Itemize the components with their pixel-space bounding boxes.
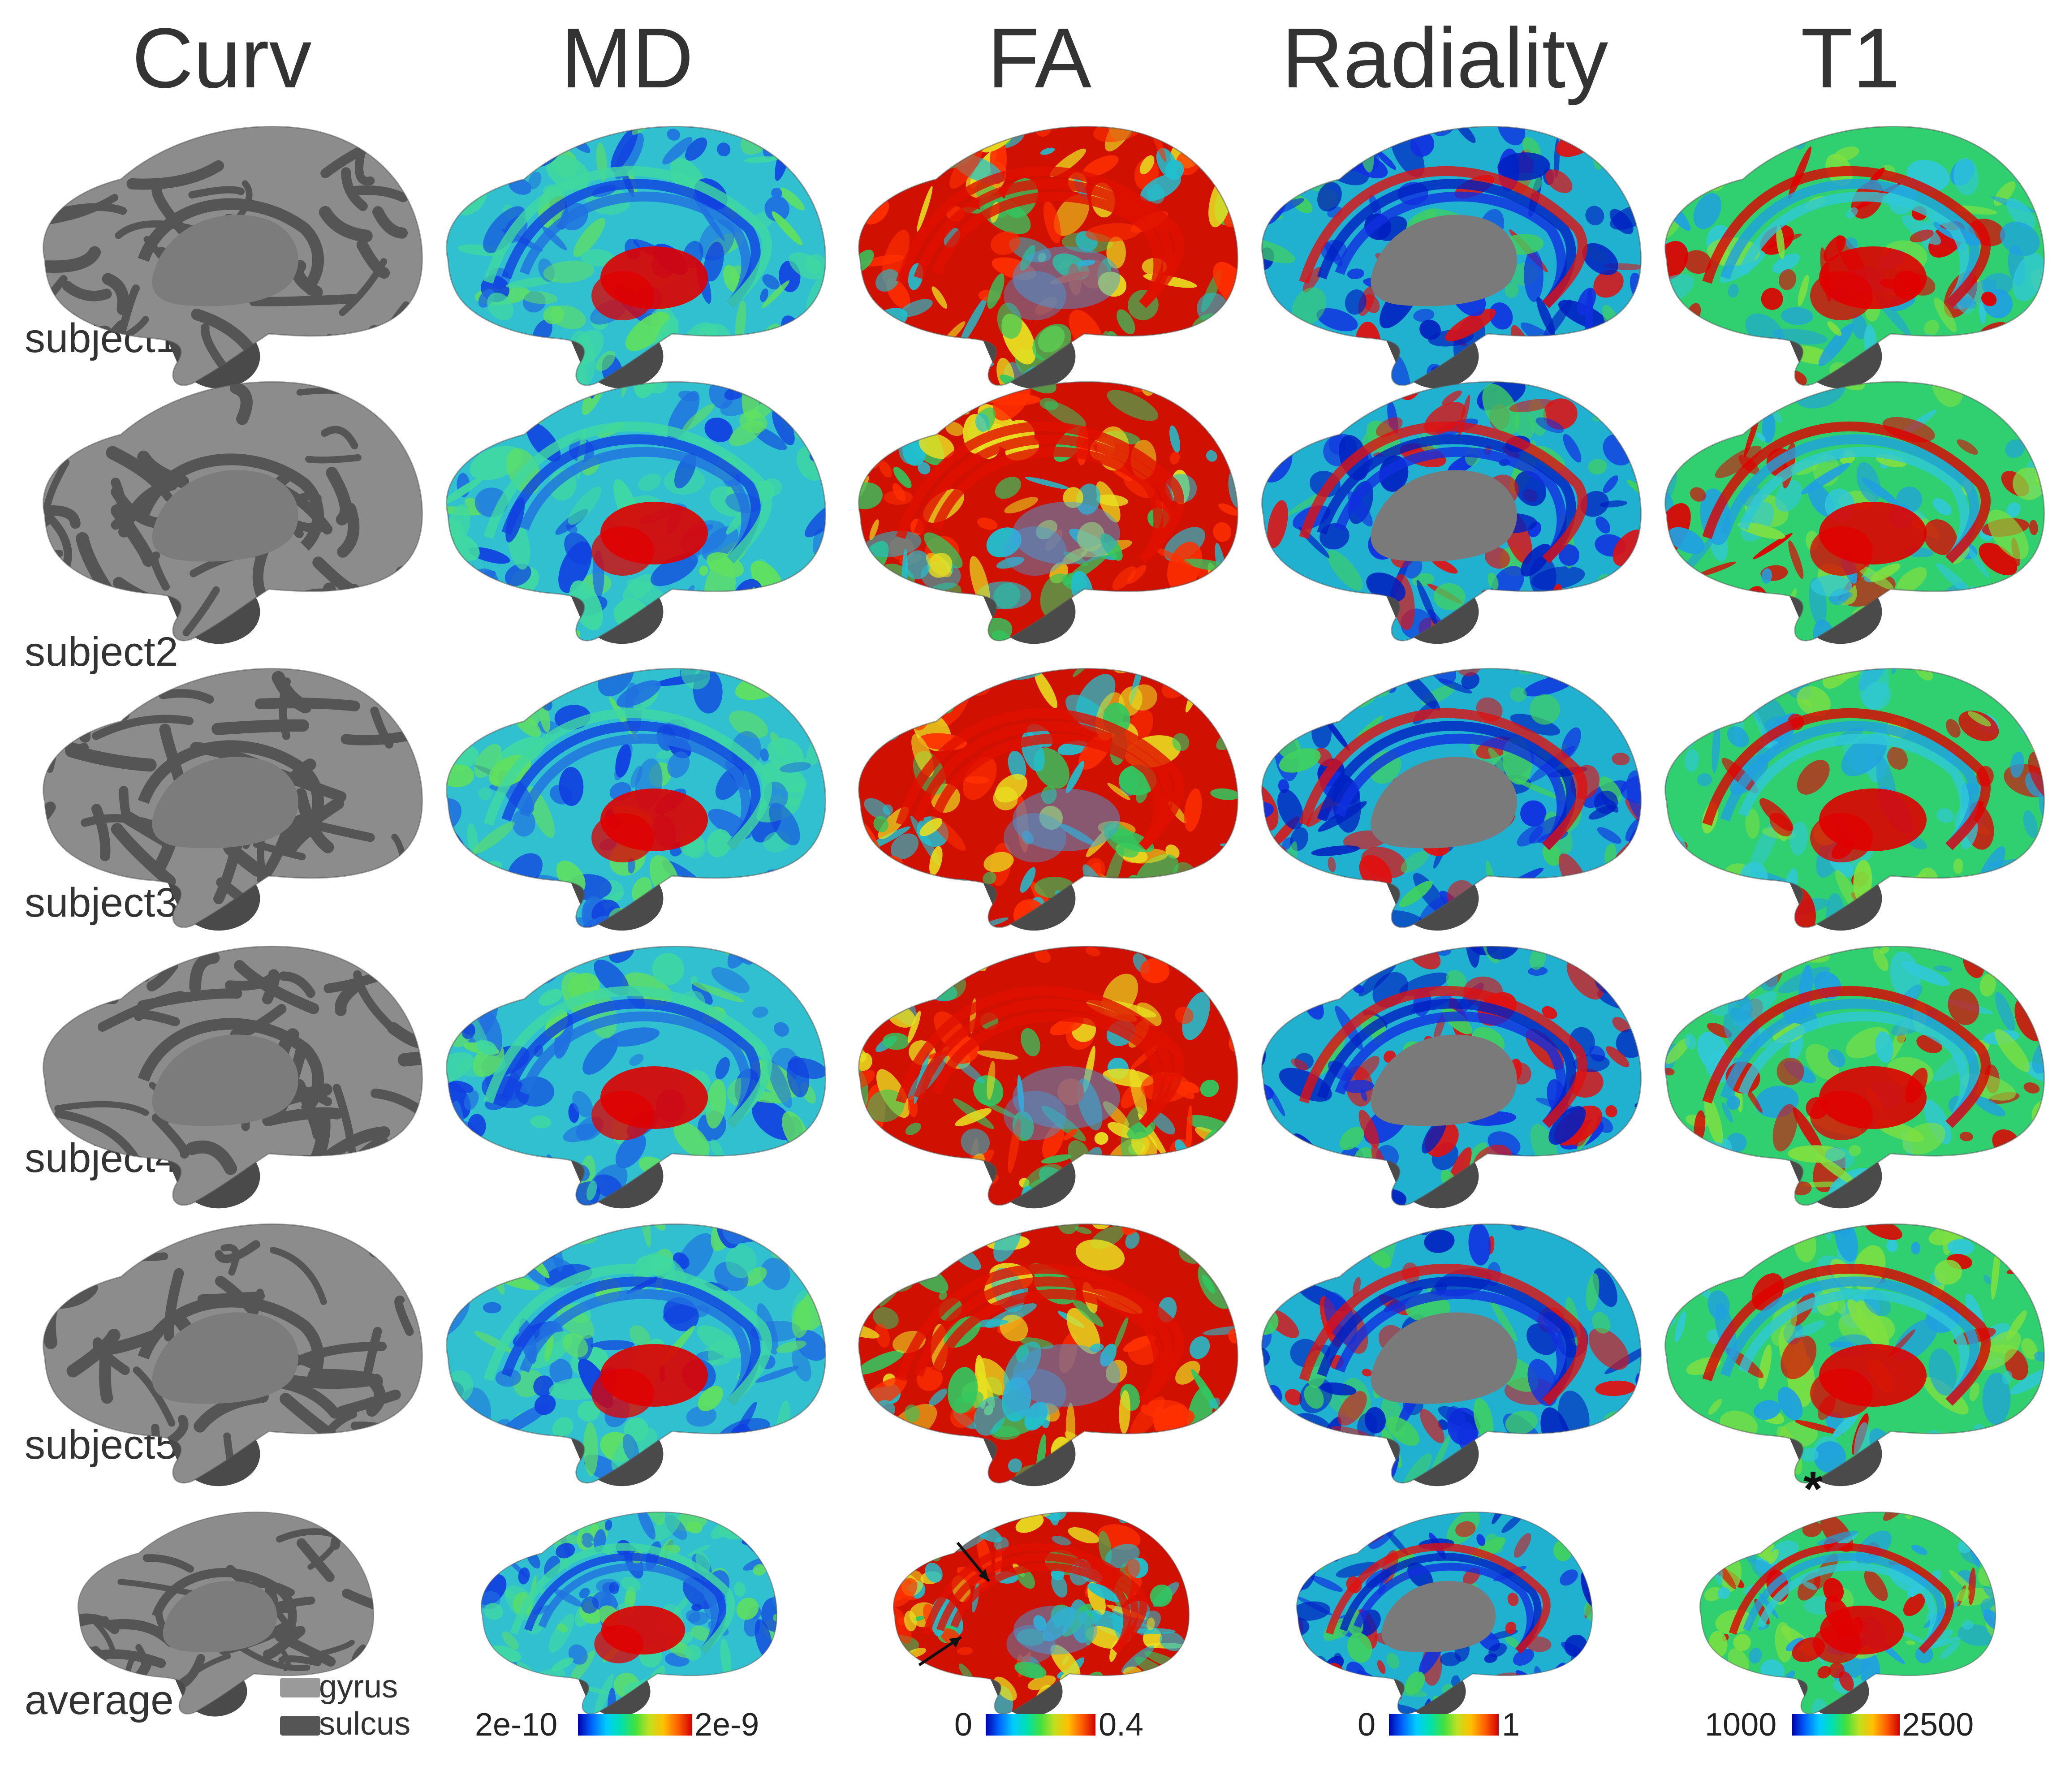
brain-subject5-curv xyxy=(18,1210,430,1492)
t1-colorbar-max: 2500 xyxy=(1902,1707,1974,1743)
brain-average-t1 xyxy=(1680,1501,2002,1721)
brain-subject3-t1 xyxy=(1640,654,2052,936)
column-header-radiality: Radiality xyxy=(1281,11,1608,106)
brain-average-fa xyxy=(874,1501,1195,1721)
gyrus-swatch xyxy=(280,1678,320,1697)
brain-subject5-md xyxy=(421,1210,833,1492)
brain-subject4-md xyxy=(421,932,833,1214)
brain-subject5-radiality xyxy=(1237,1210,1649,1492)
md-colorbar xyxy=(578,1714,692,1736)
column-header-curv: Curv xyxy=(132,11,312,106)
column-header-fa: FA xyxy=(987,11,1092,106)
brain-subject5-fa xyxy=(833,1210,1246,1492)
t1-colorbar-min: 1000 xyxy=(1705,1707,1777,1743)
brain-subject2-fa xyxy=(833,367,1246,650)
fa-average-arrows xyxy=(918,1542,990,1667)
sulcus-legend-label: sulcus xyxy=(319,1706,411,1742)
brain-subject3-fa xyxy=(833,654,1246,936)
brain-subject2-md xyxy=(421,367,833,650)
t1-average-asterisk: * xyxy=(1803,1461,1823,1516)
fa-colorbar-max: 0.4 xyxy=(1099,1707,1144,1743)
sulcus-swatch xyxy=(280,1716,320,1736)
radiality-colorbar-max: 1 xyxy=(1502,1707,1520,1743)
row-label-average: average xyxy=(25,1677,174,1723)
brain-subject1-md xyxy=(421,112,833,394)
brain-subject3-md xyxy=(421,654,833,936)
brain-subject3-curv xyxy=(18,654,430,936)
brain-subject4-radiality xyxy=(1237,932,1649,1214)
brain-subject4-curv xyxy=(18,932,430,1214)
fa-colorbar-min: 0 xyxy=(954,1707,973,1743)
gyrus-legend-label: gyrus xyxy=(319,1669,398,1705)
brain-subject2-t1 xyxy=(1640,367,2052,650)
radiality-colorbar xyxy=(1389,1714,1499,1736)
row-label-subject2: subject2 xyxy=(25,629,178,675)
column-header-t1: T1 xyxy=(1801,11,1900,106)
column-header-md: MD xyxy=(561,11,694,106)
brain-subject1-fa xyxy=(833,112,1246,394)
brain-subject5-t1 xyxy=(1640,1210,2052,1492)
md-colorbar-max: 2e-9 xyxy=(694,1707,759,1743)
t1-colorbar xyxy=(1792,1714,1900,1736)
brain-subject4-fa xyxy=(833,932,1246,1214)
brain-subject1-t1 xyxy=(1640,112,2052,394)
brain-subject2-radiality xyxy=(1237,367,1649,650)
radiality-colorbar-min: 0 xyxy=(1358,1707,1376,1743)
row-label-subject3: subject3 xyxy=(25,880,178,926)
brain-subject1-curv xyxy=(18,112,430,394)
brain-subject1-radiality xyxy=(1237,112,1649,394)
brain-subject2-curv xyxy=(18,367,430,650)
brain-average-md xyxy=(461,1501,783,1721)
fa-colorbar xyxy=(986,1714,1095,1736)
brain-subject4-t1 xyxy=(1640,932,2052,1214)
brain-average-radiality xyxy=(1277,1501,1599,1721)
md-colorbar-min: 2e-10 xyxy=(475,1707,558,1743)
brain-subject3-radiality xyxy=(1237,654,1649,936)
brain-average-curv xyxy=(58,1501,380,1721)
